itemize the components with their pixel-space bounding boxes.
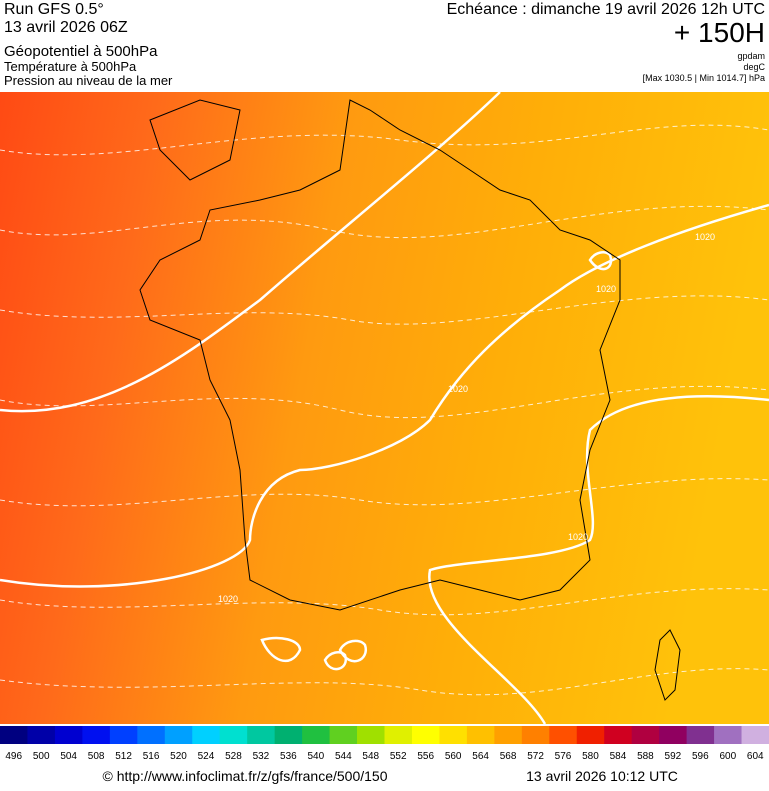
temperature-field — [0, 92, 769, 724]
unit: degC — [743, 62, 765, 72]
scale-label: 540 — [307, 751, 324, 762]
scale-label: 560 — [445, 751, 462, 762]
valid-time: Echéance : dimanche 19 avril 2026 12h UT… — [447, 1, 765, 18]
scale-label: 588 — [637, 751, 654, 762]
scale-label: 496 — [5, 751, 22, 762]
scale-label: 500 — [33, 751, 50, 762]
scale-label: 580 — [582, 751, 599, 762]
scale-label: 556 — [417, 751, 434, 762]
scale-swatch — [137, 726, 166, 744]
color-scale: 496 500 504 508 512 516 520 524 528 532 536 540 544 5… — [0, 726, 769, 762]
scale-label: 568 — [500, 751, 517, 762]
scale-label: 592 — [665, 751, 682, 762]
coastlines — [139, 99, 681, 701]
scale-swatch — [411, 726, 440, 744]
scale-label: 516 — [143, 751, 160, 762]
map: 1020 1020 1020 1020 1020 — [0, 91, 769, 725]
field: Pression au niveau de la mer — [4, 73, 173, 88]
scale-label: 512 — [115, 751, 132, 762]
scale-label: 520 — [170, 751, 187, 762]
scale-swatch — [659, 726, 688, 744]
scale-swatch — [714, 726, 743, 744]
scale-label: 528 — [225, 751, 242, 762]
scale-swatch — [54, 726, 83, 744]
contour-label: 1020 — [695, 232, 715, 242]
scale-swatch — [192, 726, 221, 744]
scale-swatch — [164, 726, 193, 744]
scale-label: 548 — [362, 751, 379, 762]
contour-label: 1020 — [448, 384, 468, 394]
scale-swatch — [686, 726, 715, 744]
scale-swatch — [82, 726, 111, 744]
scale-swatch — [274, 726, 303, 744]
scale-label: 504 — [60, 751, 77, 762]
run-date: 13 avril 2026 06Z — [4, 19, 128, 36]
scale-label: 576 — [555, 751, 572, 762]
scale-swatch — [576, 726, 605, 744]
scale-swatch — [741, 726, 769, 744]
scale-swatch — [302, 726, 331, 744]
scale-swatch — [384, 726, 413, 744]
field: Géopotentiel à 500hPa — [4, 43, 158, 60]
contour-label: 1020 — [596, 284, 616, 294]
scale-swatch — [631, 726, 660, 744]
scale-label: 536 — [280, 751, 297, 762]
temperature-contours — [0, 124, 769, 696]
scale-swatch — [494, 726, 523, 744]
pressure-contours — [0, 91, 769, 725]
scale-swatch — [439, 726, 468, 744]
contour-labels: 1020 1020 1020 1020 1020 — [218, 232, 715, 604]
pressure-range: [Max 1030.5 | Min 1014.7] hPa — [643, 73, 765, 83]
scale-label: 572 — [527, 751, 544, 762]
field: Température à 500hPa — [4, 59, 137, 74]
source: © http://www.infoclimat.fr/z/gfs/france/… — [103, 768, 388, 784]
scale-swatch — [27, 726, 56, 744]
scale-swatch — [247, 726, 276, 744]
generated-time: 13 avril 2026 10:12 UTC — [526, 768, 678, 784]
scale-label: 532 — [253, 751, 270, 762]
scale-swatch — [0, 726, 28, 744]
scale-label: 544 — [335, 751, 352, 762]
scale-label: 524 — [198, 751, 215, 762]
lead-time: + 150H — [674, 17, 765, 48]
scale-swatch — [466, 726, 495, 744]
scale-label: 508 — [88, 751, 105, 762]
run: Run GFS 0.5° — [4, 1, 104, 18]
header: Run GFS 0.5° 13 avril 2026 06Z Géopotent… — [4, 1, 766, 88]
scale-swatch — [549, 726, 578, 744]
scale-label: 584 — [610, 751, 627, 762]
scale-swatch — [357, 726, 385, 744]
scale-label: 564 — [472, 751, 489, 762]
scale-swatch — [329, 726, 358, 744]
scale-swatch — [604, 726, 633, 744]
scale-swatch — [109, 726, 138, 744]
scale-swatch — [219, 726, 248, 744]
scale-label: 552 — [390, 751, 407, 762]
contour-label: 1020 — [218, 594, 238, 604]
scale-label: 600 — [719, 751, 736, 762]
unit: gpdam — [737, 51, 765, 61]
scale-label: 596 — [692, 751, 709, 762]
scale-swatch — [521, 726, 550, 744]
scale-label: 604 — [747, 751, 764, 762]
contour-label: 1020 — [568, 532, 588, 542]
